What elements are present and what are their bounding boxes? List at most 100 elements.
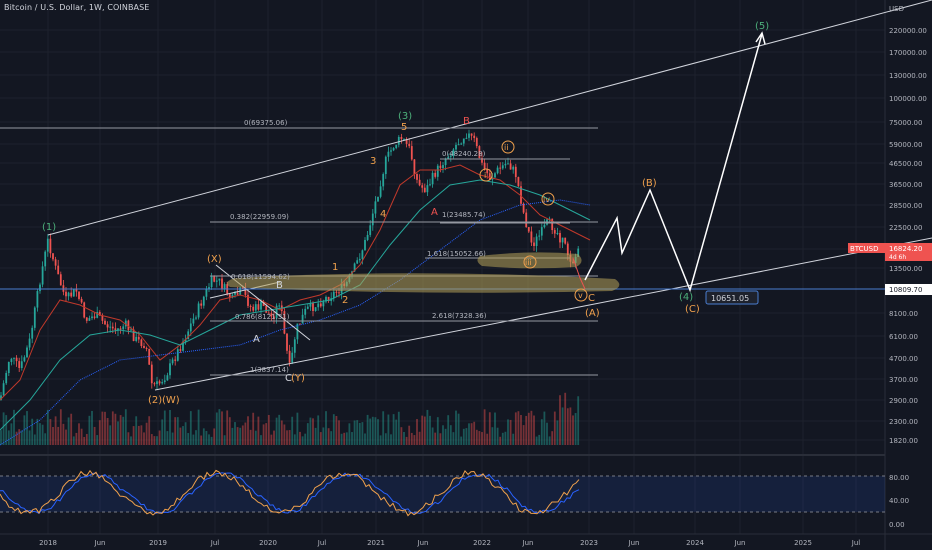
candle-body: [390, 150, 392, 152]
volume-bar: [442, 425, 444, 445]
candle-body: [384, 156, 387, 175]
candle-body: [494, 173, 496, 178]
candle-body: [249, 305, 252, 307]
volume-bar: [67, 417, 70, 445]
volume-bar: [527, 412, 530, 445]
volume-bar: [202, 428, 205, 445]
candle-body: [187, 331, 190, 340]
time-axis-label: 2020: [259, 539, 277, 547]
candle-body: [221, 278, 223, 289]
volume-bar: [226, 410, 229, 445]
volume-bar: [455, 410, 457, 445]
candle-body: [93, 316, 96, 318]
volume-bar: [174, 417, 177, 445]
candle-body: [192, 318, 195, 324]
candle-body: [265, 306, 268, 313]
wave-label-cycle-4: (4): [679, 292, 693, 303]
volume-bar: [200, 435, 203, 445]
volume-bar: [462, 428, 465, 445]
candle-body: [392, 148, 395, 151]
volume-bar: [413, 435, 416, 445]
candle-body: [564, 237, 567, 244]
volume-bar: [137, 425, 140, 445]
volume-bar: [520, 414, 522, 445]
price-axis-label: 36500.00: [889, 181, 922, 189]
volume-bar: [208, 434, 210, 445]
fib-label-1: 1(3837.14): [250, 366, 289, 374]
volume-bar: [416, 419, 418, 445]
time-axis-label: Jul: [851, 539, 861, 547]
volume-bar: [249, 429, 252, 445]
candle-body: [361, 250, 364, 259]
volume-bar: [530, 410, 533, 445]
candle-body: [236, 292, 239, 295]
candle-body: [475, 138, 478, 147]
candle-body: [538, 235, 541, 237]
wave-label-iv: iv: [543, 195, 550, 204]
volume-bar: [239, 427, 242, 445]
candle-body: [5, 372, 8, 384]
volume-bar: [57, 426, 60, 445]
candle-body: [163, 380, 166, 383]
fib-label-1618: 1.618(15052.66): [427, 250, 486, 258]
volume-bar: [444, 428, 447, 445]
candle-body: [36, 291, 39, 308]
volume-bar: [85, 433, 88, 445]
volume-bar: [88, 415, 91, 445]
volume-bar: [522, 425, 525, 445]
volume-bar: [275, 417, 278, 445]
candle-body: [468, 133, 470, 138]
volume-bar: [91, 410, 93, 445]
candle-body: [150, 364, 153, 384]
candle-body: [231, 294, 234, 298]
candle-body: [322, 301, 325, 307]
candle-body: [153, 383, 156, 385]
fib-label-618: 0.618(11594.62): [231, 273, 290, 281]
candle-body: [72, 288, 75, 297]
volume-bar: [13, 409, 15, 445]
volume-bar: [405, 436, 408, 445]
volume-bar: [241, 425, 244, 445]
candle-body: [452, 149, 455, 156]
wave-circle-iv: [541, 192, 555, 206]
wave-label-y: (Y): [291, 373, 305, 384]
candle-body: [119, 328, 122, 330]
candle-body: [377, 196, 379, 202]
candle-body: [358, 258, 361, 261]
wave-label-i: i: [484, 171, 486, 180]
volume-bar: [114, 413, 117, 445]
candle-body: [85, 317, 88, 321]
price-axis-label: 2300.00: [889, 418, 918, 426]
candle-body: [244, 287, 247, 295]
price-axis-label: 220000.00: [889, 27, 927, 35]
candle-body: [2, 383, 5, 396]
candle-body: [517, 177, 520, 187]
candle-body: [26, 347, 28, 358]
volume-bar: [395, 419, 398, 445]
volume-bar: [572, 415, 574, 445]
candle-body: [176, 349, 179, 361]
candle-body: [124, 320, 127, 327]
wave-label-a: A: [253, 334, 260, 345]
candle-body: [566, 243, 569, 256]
candle-body: [382, 174, 385, 187]
candle-body: [486, 168, 489, 174]
volume-bar: [564, 392, 567, 445]
candle-body: [234, 292, 236, 295]
time-axis-label: Jun: [628, 539, 640, 547]
price-axis-label: 1820.00: [889, 437, 918, 445]
fib-label-local-1: 1(23485.74): [442, 211, 486, 219]
volume-bar: [104, 411, 106, 445]
candle-body: [213, 275, 216, 282]
volume-bar: [403, 431, 405, 445]
candle-body: [57, 265, 60, 275]
price-axis-label: 2900.00: [889, 397, 918, 405]
volume-bar: [377, 419, 379, 445]
time-axis-label: 2021: [367, 539, 385, 547]
candle-body: [499, 167, 502, 169]
candle-body: [553, 230, 556, 234]
price-axis-label: 130000.00: [889, 72, 927, 80]
volume-bar: [117, 421, 119, 445]
candle-body: [130, 329, 132, 331]
